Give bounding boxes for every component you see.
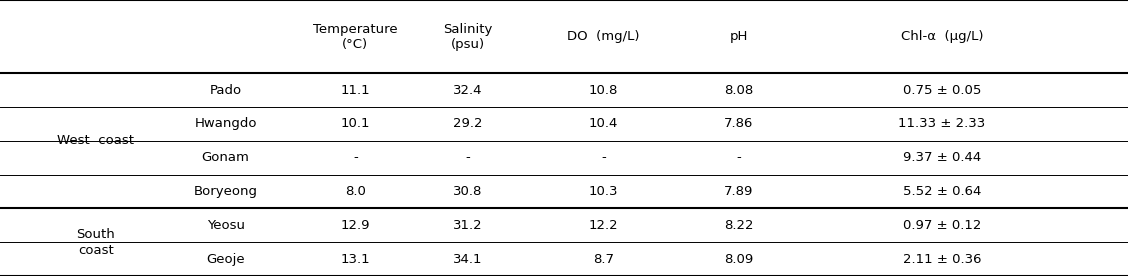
Text: 13.1: 13.1 — [341, 253, 370, 266]
Text: 8.7: 8.7 — [593, 253, 614, 266]
Text: -: - — [737, 151, 741, 164]
Text: 0.97 ± 0.12: 0.97 ± 0.12 — [902, 219, 981, 232]
Text: 10.1: 10.1 — [341, 117, 370, 130]
Text: DO  (mg/L): DO (mg/L) — [567, 30, 640, 43]
Text: 7.86: 7.86 — [724, 117, 754, 130]
Text: Salinity
(psu): Salinity (psu) — [443, 23, 493, 51]
Text: 32.4: 32.4 — [453, 84, 483, 97]
Text: 29.2: 29.2 — [453, 117, 483, 130]
Text: South
coast: South coast — [77, 228, 115, 257]
Text: 5.52 ± 0.64: 5.52 ± 0.64 — [902, 185, 981, 198]
Text: 12.9: 12.9 — [341, 219, 370, 232]
Text: 8.22: 8.22 — [724, 219, 754, 232]
Text: Pado: Pado — [210, 84, 241, 97]
Text: West  coast: West coast — [58, 134, 134, 147]
Text: 10.8: 10.8 — [589, 84, 618, 97]
Text: 10.3: 10.3 — [589, 185, 618, 198]
Text: 10.4: 10.4 — [589, 117, 618, 130]
Text: -: - — [601, 151, 606, 164]
Text: 9.37 ± 0.44: 9.37 ± 0.44 — [902, 151, 981, 164]
Text: Temperature
(°C): Temperature (°C) — [312, 23, 398, 51]
Text: 34.1: 34.1 — [453, 253, 483, 266]
Text: 31.2: 31.2 — [453, 219, 483, 232]
Text: Yeosu: Yeosu — [206, 219, 245, 232]
Text: 0.75 ± 0.05: 0.75 ± 0.05 — [902, 84, 981, 97]
Text: 30.8: 30.8 — [453, 185, 483, 198]
Text: Gonam: Gonam — [202, 151, 249, 164]
Text: pH: pH — [730, 30, 748, 43]
Text: Geoje: Geoje — [206, 253, 245, 266]
Text: 8.09: 8.09 — [724, 253, 754, 266]
Text: 7.89: 7.89 — [724, 185, 754, 198]
Text: 8.0: 8.0 — [345, 185, 365, 198]
Text: Hwangdo: Hwangdo — [194, 117, 257, 130]
Text: 11.33 ± 2.33: 11.33 ± 2.33 — [898, 117, 986, 130]
Text: 2.11 ± 0.36: 2.11 ± 0.36 — [902, 253, 981, 266]
Text: 12.2: 12.2 — [589, 219, 618, 232]
Text: Boryeong: Boryeong — [194, 185, 257, 198]
Text: -: - — [466, 151, 470, 164]
Text: 8.08: 8.08 — [724, 84, 754, 97]
Text: 11.1: 11.1 — [341, 84, 370, 97]
Text: -: - — [353, 151, 358, 164]
Text: Chl-α  (μg/L): Chl-α (μg/L) — [900, 30, 984, 43]
